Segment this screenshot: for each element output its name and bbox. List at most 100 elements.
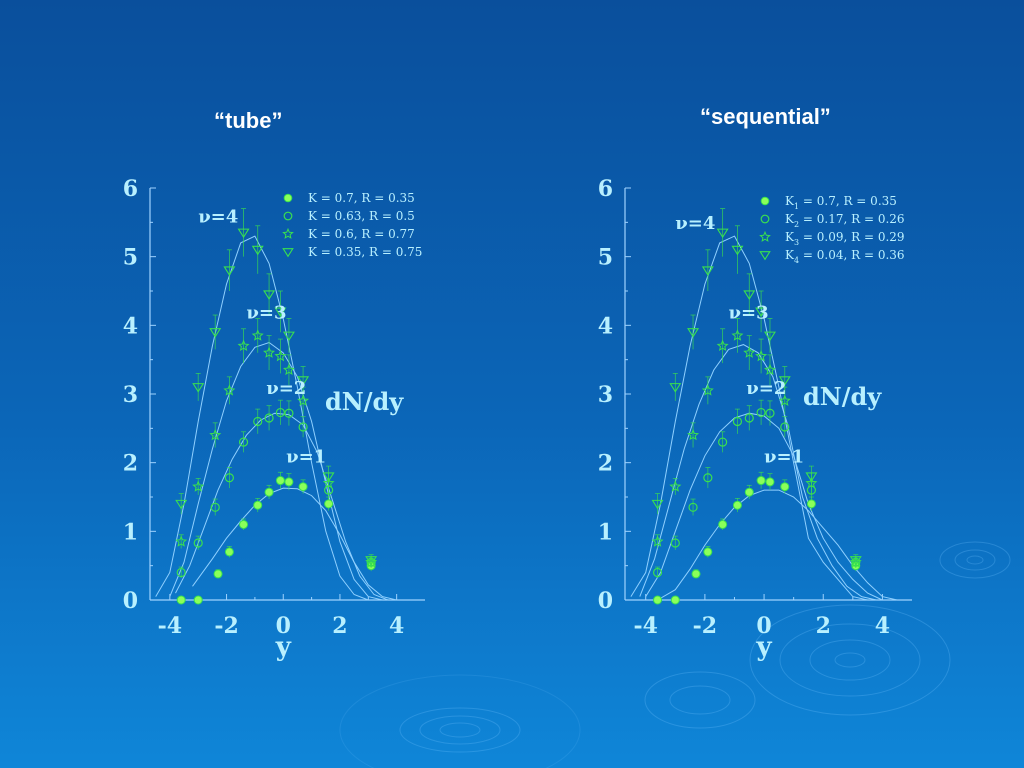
- left-data-point: [322, 472, 335, 482]
- left-data-point: [253, 416, 263, 427]
- right-data-point: [651, 499, 664, 510]
- right-data-point: [669, 383, 682, 393]
- left-data-point: [237, 339, 250, 352]
- right-panel-title: “sequential”: [700, 104, 831, 129]
- right-data-point: [765, 477, 775, 487]
- left-data-point: [193, 595, 203, 605]
- left-data-point: [209, 328, 222, 338]
- right-x-tick-label: -2: [693, 613, 717, 639]
- right-legend-entry: K3 = 0.09, R = 0.29: [785, 230, 905, 247]
- left-data-point: [284, 477, 294, 487]
- right-x-tick-label: -4: [633, 613, 657, 639]
- right-data-point: [687, 328, 700, 338]
- left-data-point: [193, 538, 203, 548]
- right-data-point: [687, 428, 700, 441]
- right-x-tick-label: 2: [816, 613, 831, 639]
- left-data-point: [213, 569, 223, 579]
- right-data-point: [755, 307, 768, 318]
- left-data-point: [239, 519, 249, 529]
- left-x-tick-label: 2: [332, 613, 347, 639]
- right-legend-entry: K1 = 0.7, R = 0.35: [785, 194, 897, 211]
- right-legend-marker: [760, 196, 770, 206]
- right-data-point: [849, 556, 862, 566]
- left-data-point: [297, 394, 310, 406]
- left-y-tick-label: 3: [123, 382, 138, 408]
- left-data-point: [274, 349, 287, 362]
- right-x-tick-label: 0: [756, 613, 771, 639]
- left-data-point: [176, 567, 186, 578]
- left-data-point: [298, 422, 308, 432]
- left-data-point: [251, 245, 264, 256]
- left-data-point: [223, 384, 236, 396]
- right-data-point: [731, 329, 744, 341]
- left-data-point: [210, 502, 220, 512]
- right-data-point: [653, 595, 663, 605]
- left-legend-marker: [283, 211, 293, 221]
- left-y-tick-label: 4: [123, 313, 138, 339]
- left-y-tick-label: 5: [123, 245, 138, 271]
- right-data-point: [763, 331, 776, 342]
- right-data-point: [780, 422, 790, 432]
- left-chart: 0 1 2 3 4 5 6 -4 -2 0 2 4 y dN/dy ν=4 ν=3 ν=2 ν=1 K = 0.7,…: [123, 176, 425, 662]
- left-y-tick-label: 6: [123, 176, 138, 202]
- left-x-axis-label: y: [275, 632, 292, 662]
- left-data-point: [175, 535, 188, 547]
- left-data-point: [297, 376, 310, 386]
- left-data-point: [274, 307, 287, 318]
- left-data-point: [223, 266, 236, 276]
- right-data-point: [765, 408, 775, 418]
- left-data-point: [224, 473, 234, 483]
- right-data-point: [756, 407, 766, 418]
- left-data-point: [324, 499, 334, 509]
- right-y-tick-label: 0: [598, 588, 613, 614]
- right-legend-marker: [760, 214, 770, 224]
- left-data-point: [251, 329, 264, 341]
- right-multiplicity-label: ν=4: [675, 213, 715, 234]
- right-data-point: [716, 228, 729, 239]
- left-x-tick-label: -2: [214, 613, 238, 639]
- right-data-point: [732, 416, 743, 427]
- left-data-point: [263, 290, 276, 300]
- left-y-tick-label: 2: [123, 451, 138, 477]
- left-data-point: [264, 487, 274, 497]
- left-x-tick-label: 0: [276, 613, 291, 639]
- right-chart: 0 1 2 3 4 5 6 -4 -2 0 2 4 y dN/dy ν=4 ν=3 ν=2 ν=1 K1 = 0.7…: [598, 176, 912, 662]
- right-model-curve: [657, 489, 898, 601]
- right-legend-marker: [759, 230, 771, 242]
- right-data-point: [743, 290, 756, 300]
- right-data-point: [703, 473, 713, 483]
- right-data-point: [651, 535, 664, 547]
- left-legend-entry: K = 0.7, R = 0.35: [308, 191, 415, 205]
- right-data-point: [718, 519, 728, 529]
- left-legend-marker: [282, 227, 294, 239]
- right-y-tick-label: 3: [598, 382, 613, 408]
- right-data-point: [718, 437, 728, 447]
- left-multiplicity-label: ν=3: [246, 302, 286, 323]
- right-y-tick-label: 1: [598, 519, 613, 545]
- right-data-point: [652, 567, 663, 578]
- left-multiplicity-label: ν=1: [286, 447, 326, 468]
- left-legend-entry: K = 0.6, R = 0.77: [308, 227, 415, 241]
- right-x-tick-label: 4: [875, 613, 890, 639]
- left-multiplicity-label: ν=2: [266, 378, 306, 399]
- right-data-point: [732, 500, 742, 510]
- right-model-curve: [639, 344, 877, 601]
- right-x-axis-label: y: [756, 632, 773, 662]
- right-data-point: [701, 266, 714, 276]
- left-data-point: [176, 595, 186, 605]
- right-y-axis-label: dN/dy: [803, 382, 882, 411]
- right-legend-marker: [759, 251, 771, 261]
- right-data-point: [703, 547, 713, 557]
- left-data-point: [238, 437, 249, 447]
- left-model-curve: [175, 412, 389, 601]
- left-data-point: [264, 413, 274, 423]
- left-data-point: [175, 499, 188, 510]
- left-model-curve: [155, 235, 369, 601]
- right-data-point: [731, 245, 744, 256]
- right-data-point: [756, 476, 766, 486]
- left-legend-marker: [282, 248, 294, 258]
- right-data-point: [744, 487, 754, 497]
- right-y-tick-label: 6: [598, 176, 613, 202]
- right-model-curve: [645, 412, 883, 601]
- left-y-axis-label: dN/dy: [325, 387, 404, 416]
